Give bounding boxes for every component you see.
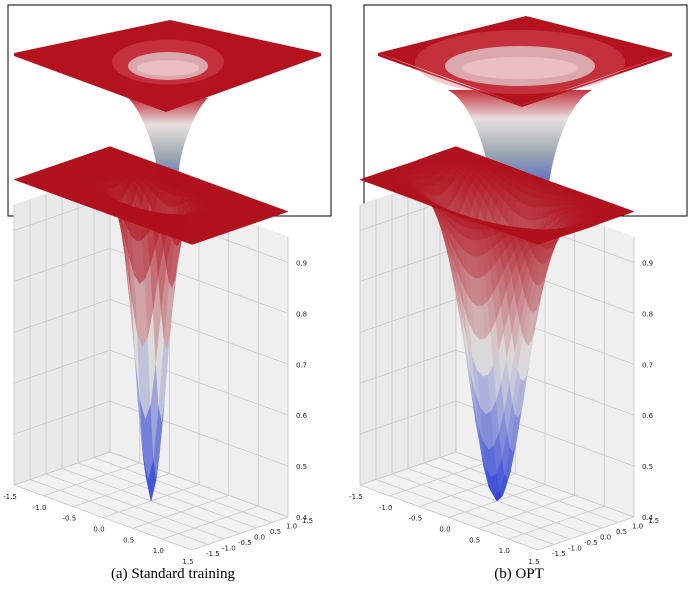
axes-a-ytick-4: 0.5 [270,528,281,536]
axes-a-ytick-0: -1.5 [206,550,220,558]
axes-a-xtick-4: 0.5 [123,536,134,544]
panel-b-side-surface [378,16,672,206]
axes-a-surface-cell [186,241,196,245]
axes-a-grid-left-z-0 [13,451,111,486]
axes-a-xtick-1: -1.0 [33,504,47,512]
axes-a-grid-left-z-3 [13,298,111,333]
side-a-rim-glow [112,39,224,85]
axes-a-ytick-6: 1.5 [302,517,313,525]
side-b-funnel [448,90,592,206]
axes-a-ytick-2: -0.5 [238,539,252,547]
axes-b-ytick-4: 0.5 [616,528,627,536]
axes-a-ytick-1: -1.0 [222,545,236,553]
axes-b-ztick-0: 0.4 [642,514,654,522]
side-a-hole-inner [136,60,200,76]
caption-b: (b) OPT [494,566,544,582]
axes-b-xtick-6: 1.5 [528,558,539,566]
axes-a-xtick-0: -1.5 [3,493,17,501]
panel-b-3d-axes: -1.5-1.0-0.50.00.51.01.5-1.5-1.0-0.50.00… [349,146,659,566]
axes-a-grid-floor-y-5 [93,457,273,523]
axes-b-grid-floor-y-5 [439,457,619,523]
axes-a-ztick-0: 0.4 [296,514,308,522]
axes-b-ytick-1: -1.0 [568,545,582,553]
axes-a-grid-left-z-1 [13,400,111,435]
axes-a-ytick-5: 1.0 [286,523,297,531]
axes-a-xtick-6: 1.5 [182,558,193,566]
axes-b-grid-left-z-4 [359,247,457,282]
axes-b-grid-left-z-1 [359,400,457,435]
axes-b-surface-cell [532,241,542,245]
axes-a-grid-back-z-0 [109,451,289,518]
axes-a-xtick-3: 0.0 [93,526,104,534]
axes-a-ztick-3: 0.7 [296,361,307,369]
axes-b-surface [359,146,635,502]
axes-b-xtick-2: -0.5 [408,515,422,523]
panel-a-side-surface [14,20,321,205]
axes-b-grid-left-z-0 [359,451,457,486]
axes-b-xtick-3: 0.0 [439,526,450,534]
axes-b-ytick-2: -0.5 [584,539,598,547]
axes-b-grid-floor-x-6 [537,516,635,551]
axes-b-ytick-3: 0.0 [600,534,611,542]
axes-b-ztick-1: 0.5 [642,463,653,471]
axes-a-surface [13,146,289,502]
axes-b-ytick-6: 1.5 [648,517,659,525]
caption-a: (a) Standard training [110,566,236,582]
axes-a-ztick-5: 0.9 [296,259,307,267]
axes-b-xtick-5: 1.0 [499,547,510,555]
axes-a-xtick-2: -0.5 [62,515,76,523]
axes-b-grid-left-z-2 [359,349,457,384]
axes-b-ztick-2: 0.6 [642,412,654,420]
axes-b-xtick-4: 0.5 [469,536,480,544]
axes-a-ztick-4: 0.8 [296,310,307,318]
axes-b-ytick-5: 1.0 [632,523,643,531]
axes-b-xtick-0: -1.5 [349,493,363,501]
axes-b-ytick-0: -1.5 [552,550,566,558]
axes-b-ztick-5: 0.9 [642,259,653,267]
axes-b-grid-left-z-3 [359,298,457,333]
side-a-funnel [128,98,208,205]
axes-a-ztick-1: 0.5 [296,463,307,471]
side-b-rim-glow [415,30,625,94]
axes-b-ztick-4: 0.8 [642,310,653,318]
axes-a-grid-left-z-2 [13,349,111,384]
axes-a-xtick-5: 1.0 [153,547,164,555]
axes-a-ztick-2: 0.6 [296,412,308,420]
axes-a-ytick-3: 0.0 [254,534,265,542]
axes-a-grid-floor-x-6 [191,516,289,551]
axes-a-grid-left-z-4 [13,247,111,282]
side-b-hole-inner [461,57,579,79]
axes-b-ztick-3: 0.7 [642,361,653,369]
panel-a-3d-axes: -1.5-1.0-0.50.00.51.01.5-1.5-1.0-0.50.00… [3,146,313,566]
axes-b-xtick-1: -1.0 [379,504,393,512]
